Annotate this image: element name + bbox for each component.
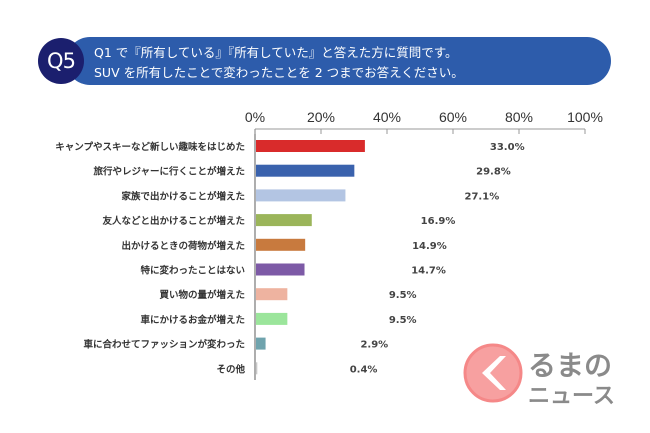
bar: [256, 337, 266, 350]
value-label: 33.0%: [490, 142, 525, 153]
question-banner: [66, 37, 611, 85]
value-label: 16.9%: [421, 216, 456, 227]
question-line-1: Q1 で『所有している』『所有していた』と答えた方に質問です。: [94, 45, 458, 60]
logo-text-1: るまの: [528, 349, 613, 382]
kurumanonews-logo: るまの ニュース: [462, 342, 615, 409]
category-label: その他: [216, 363, 245, 375]
category-label: 出かけるときの荷物が増えた: [121, 240, 245, 252]
bar: [256, 214, 312, 227]
value-label: 0.4%: [350, 364, 378, 375]
value-label: 14.7%: [411, 266, 446, 277]
x-tick-label: 0%: [245, 109, 265, 125]
x-tick-label: 100%: [567, 109, 603, 125]
x-tick-label: 40%: [373, 109, 401, 125]
x-tick-label: 80%: [505, 109, 533, 125]
bar: [256, 140, 365, 152]
logo-text-2: ニュース: [528, 384, 615, 409]
bar: [256, 312, 288, 325]
category-label: 特に変わったことはない: [140, 265, 245, 277]
bar: [256, 238, 306, 251]
category-label: 旅行やレジャーに行くことが増えた: [93, 166, 245, 178]
logo-mark-icon: [463, 343, 523, 403]
value-label: 9.5%: [389, 290, 417, 301]
bar: [256, 288, 288, 301]
bar: [256, 263, 305, 276]
x-tick-label: 20%: [307, 109, 335, 125]
bar: [256, 362, 258, 375]
value-label: 27.1%: [465, 191, 500, 202]
category-label: 家族で出かけることが増えた: [121, 190, 245, 202]
question-line-2: SUV を所有したことで変わったことを 2 つまでお答えください。: [94, 65, 464, 80]
question-badge: Q5: [38, 38, 84, 84]
category-label: キャンプやスキーなど新しい趣味をはじめた: [55, 141, 245, 153]
category-label: 買い物の量が増えた: [159, 289, 245, 301]
bar: [256, 189, 346, 202]
category-label: 車に合わせてファッションが変わった: [83, 339, 245, 351]
x-tick-label: 60%: [439, 109, 467, 125]
category-label: 車にかけるお金が増えた: [140, 314, 245, 326]
value-label: 2.9%: [360, 340, 388, 351]
value-label: 14.9%: [412, 241, 447, 252]
value-label: 29.8%: [476, 167, 511, 178]
bar: [256, 164, 355, 177]
category-label: 友人などと出かけることが増えた: [101, 215, 245, 227]
value-label: 9.5%: [389, 315, 417, 326]
